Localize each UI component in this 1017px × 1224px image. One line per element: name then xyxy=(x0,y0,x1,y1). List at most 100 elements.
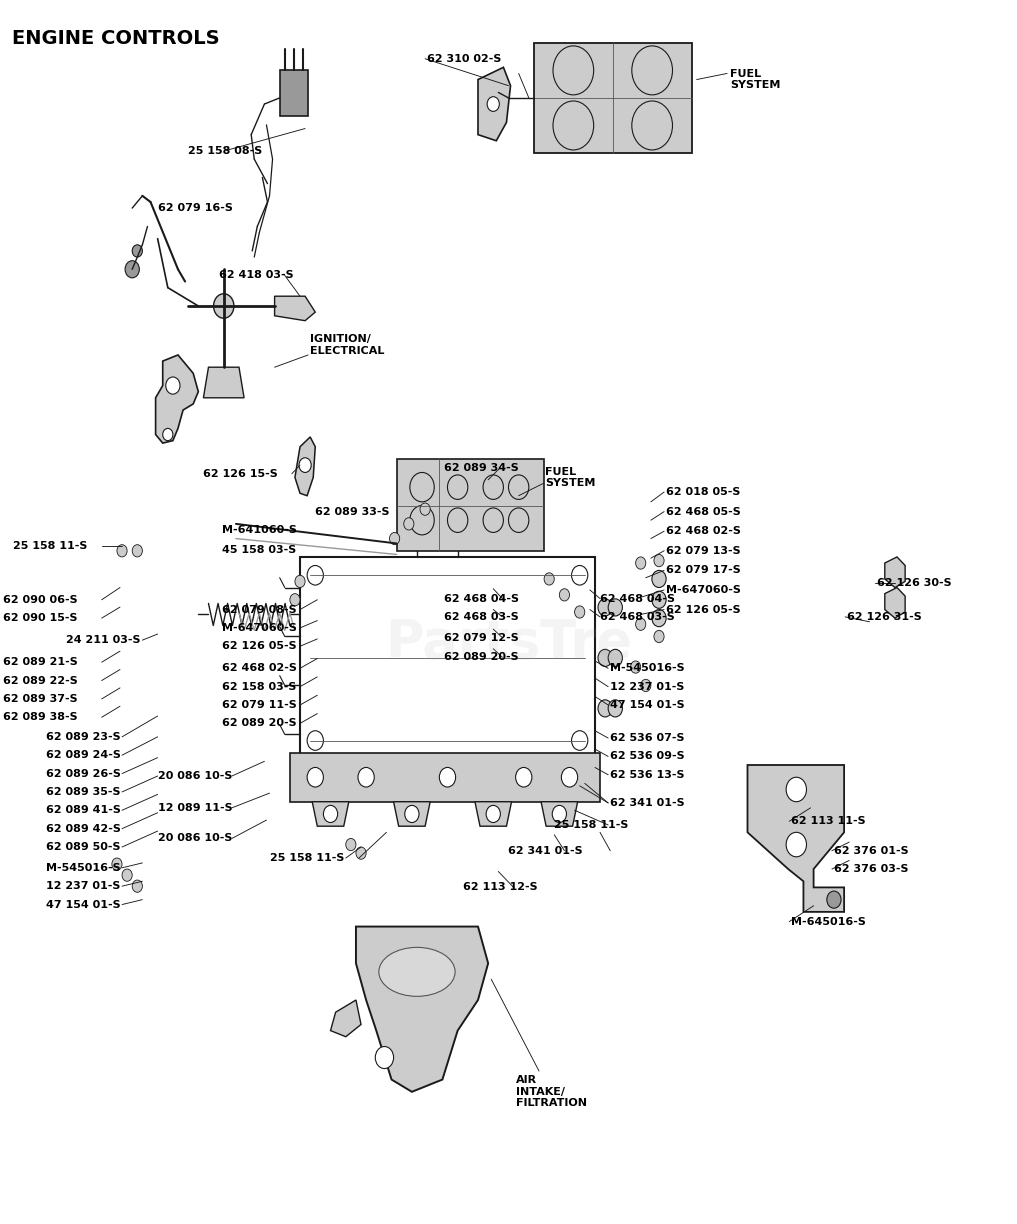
Circle shape xyxy=(652,570,666,588)
Text: 62 089 26-S: 62 089 26-S xyxy=(46,769,121,778)
Text: 62 468 04-S: 62 468 04-S xyxy=(444,594,520,603)
Circle shape xyxy=(483,475,503,499)
Circle shape xyxy=(375,1047,394,1069)
Circle shape xyxy=(404,518,414,530)
Text: 62 089 50-S: 62 089 50-S xyxy=(46,842,120,852)
Text: ENGINE CONTROLS: ENGINE CONTROLS xyxy=(12,29,220,49)
Circle shape xyxy=(122,869,132,881)
Text: 62 126 15-S: 62 126 15-S xyxy=(203,469,279,479)
Circle shape xyxy=(508,475,529,499)
Circle shape xyxy=(652,610,666,627)
Circle shape xyxy=(636,557,646,569)
Polygon shape xyxy=(478,67,511,141)
Circle shape xyxy=(447,475,468,499)
Text: 62 468 03-S: 62 468 03-S xyxy=(600,612,675,622)
Text: 62 089 34-S: 62 089 34-S xyxy=(444,463,520,472)
Text: 62 090 15-S: 62 090 15-S xyxy=(3,613,77,623)
Text: 62 468 04-S: 62 468 04-S xyxy=(600,594,675,603)
Ellipse shape xyxy=(378,947,456,996)
Circle shape xyxy=(632,102,672,151)
Polygon shape xyxy=(295,437,315,496)
Text: 25 158 08-S: 25 158 08-S xyxy=(188,146,262,155)
Polygon shape xyxy=(331,1000,361,1037)
Bar xyxy=(534,43,692,153)
Circle shape xyxy=(290,594,300,606)
Text: M-647060-S: M-647060-S xyxy=(222,623,297,633)
Text: 25 158 11-S: 25 158 11-S xyxy=(554,820,629,830)
Circle shape xyxy=(166,377,180,394)
Circle shape xyxy=(125,261,139,278)
Text: 47 154 01-S: 47 154 01-S xyxy=(46,900,120,909)
Circle shape xyxy=(608,700,622,717)
Circle shape xyxy=(295,575,305,588)
Text: IGNITION/
ELECTRICAL: IGNITION/ ELECTRICAL xyxy=(310,334,384,356)
Text: 62 468 02-S: 62 468 02-S xyxy=(666,526,741,536)
Text: 62 310 02-S: 62 310 02-S xyxy=(427,54,501,64)
Circle shape xyxy=(307,767,323,787)
Circle shape xyxy=(346,838,356,851)
Circle shape xyxy=(598,650,612,666)
Text: 62 376 03-S: 62 376 03-S xyxy=(834,864,908,874)
Circle shape xyxy=(508,508,529,532)
Polygon shape xyxy=(885,557,905,588)
Polygon shape xyxy=(156,355,198,443)
Circle shape xyxy=(598,599,612,616)
Text: 62 536 13-S: 62 536 13-S xyxy=(610,770,684,780)
Circle shape xyxy=(561,767,578,787)
Polygon shape xyxy=(885,588,905,618)
Circle shape xyxy=(631,661,641,673)
Circle shape xyxy=(214,294,234,318)
Circle shape xyxy=(786,777,806,802)
Text: M-545016-S: M-545016-S xyxy=(610,663,684,673)
Circle shape xyxy=(163,428,173,441)
Circle shape xyxy=(410,506,434,535)
Text: 47 154 01-S: 47 154 01-S xyxy=(610,700,684,710)
Text: 62 079 11-S: 62 079 11-S xyxy=(222,700,297,710)
Text: 62 418 03-S: 62 418 03-S xyxy=(219,271,293,280)
Text: 62 113 11-S: 62 113 11-S xyxy=(791,816,865,826)
Text: M-647060-S: M-647060-S xyxy=(666,585,741,595)
Text: M-641060-S: M-641060-S xyxy=(222,525,297,535)
Circle shape xyxy=(132,545,142,557)
Circle shape xyxy=(598,700,612,717)
Circle shape xyxy=(299,458,311,472)
Text: 62 126 05-S: 62 126 05-S xyxy=(222,641,296,651)
Circle shape xyxy=(827,891,841,908)
Circle shape xyxy=(641,679,651,692)
Circle shape xyxy=(608,650,622,666)
Circle shape xyxy=(654,554,664,567)
Bar xyxy=(290,753,600,802)
Circle shape xyxy=(553,102,594,151)
Text: 62 126 30-S: 62 126 30-S xyxy=(877,578,951,588)
Circle shape xyxy=(552,805,566,823)
Circle shape xyxy=(323,805,338,823)
Text: 62 468 05-S: 62 468 05-S xyxy=(666,507,741,517)
Polygon shape xyxy=(747,765,844,912)
Text: 62 468 02-S: 62 468 02-S xyxy=(222,663,297,673)
Polygon shape xyxy=(475,802,512,826)
Text: FUEL
SYSTEM: FUEL SYSTEM xyxy=(545,466,596,488)
Text: 12 089 11-S: 12 089 11-S xyxy=(158,803,232,813)
Circle shape xyxy=(652,591,666,608)
Text: PartsTre: PartsTre xyxy=(385,617,632,668)
Text: 62 376 01-S: 62 376 01-S xyxy=(834,846,908,856)
Circle shape xyxy=(112,858,122,870)
Polygon shape xyxy=(541,802,578,826)
Text: 12 237 01-S: 12 237 01-S xyxy=(46,881,120,891)
Circle shape xyxy=(575,606,585,618)
Text: 62 536 07-S: 62 536 07-S xyxy=(610,733,684,743)
Text: 62 089 33-S: 62 089 33-S xyxy=(315,507,390,517)
Text: 62 089 23-S: 62 089 23-S xyxy=(46,732,120,742)
Polygon shape xyxy=(312,802,349,826)
Circle shape xyxy=(553,47,594,95)
Text: 45 158 03-S: 45 158 03-S xyxy=(222,545,296,554)
Text: 20 086 10-S: 20 086 10-S xyxy=(158,834,232,843)
Text: FUEL
SYSTEM: FUEL SYSTEM xyxy=(730,69,781,91)
Circle shape xyxy=(636,618,646,630)
Polygon shape xyxy=(394,802,430,826)
Text: 62 536 09-S: 62 536 09-S xyxy=(610,752,684,761)
Circle shape xyxy=(410,472,434,502)
Circle shape xyxy=(307,565,323,585)
Circle shape xyxy=(405,805,419,823)
Circle shape xyxy=(390,532,400,545)
